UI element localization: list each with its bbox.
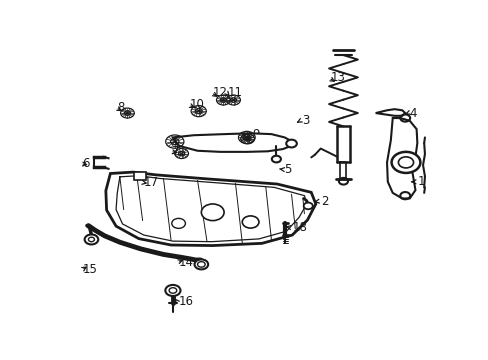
Polygon shape — [173, 133, 292, 152]
Text: 13: 13 — [329, 71, 345, 84]
Text: 18: 18 — [292, 221, 306, 234]
Text: 14: 14 — [178, 256, 193, 269]
Text: 7: 7 — [171, 145, 179, 158]
Text: 6: 6 — [82, 157, 89, 170]
Text: 10: 10 — [189, 98, 204, 111]
Text: 1: 1 — [416, 175, 424, 188]
Text: 16: 16 — [178, 295, 193, 308]
Circle shape — [194, 260, 208, 269]
Circle shape — [84, 234, 98, 244]
Polygon shape — [375, 109, 405, 116]
Polygon shape — [386, 118, 416, 198]
Circle shape — [165, 285, 180, 296]
Text: 9: 9 — [252, 128, 260, 141]
Text: 17: 17 — [143, 176, 159, 189]
Circle shape — [201, 204, 224, 221]
Text: 4: 4 — [409, 107, 416, 120]
Text: 8: 8 — [117, 101, 124, 114]
Text: 11: 11 — [227, 86, 243, 99]
Circle shape — [391, 152, 420, 173]
FancyBboxPatch shape — [134, 172, 146, 180]
Text: 5: 5 — [284, 163, 291, 176]
Circle shape — [285, 140, 296, 148]
Polygon shape — [105, 172, 315, 246]
Circle shape — [271, 156, 280, 162]
Circle shape — [171, 219, 185, 228]
Text: 2: 2 — [320, 195, 327, 208]
Circle shape — [303, 203, 312, 209]
Text: 15: 15 — [83, 264, 98, 276]
Text: 3: 3 — [301, 114, 308, 127]
Text: 12: 12 — [212, 86, 227, 99]
Circle shape — [242, 216, 259, 228]
